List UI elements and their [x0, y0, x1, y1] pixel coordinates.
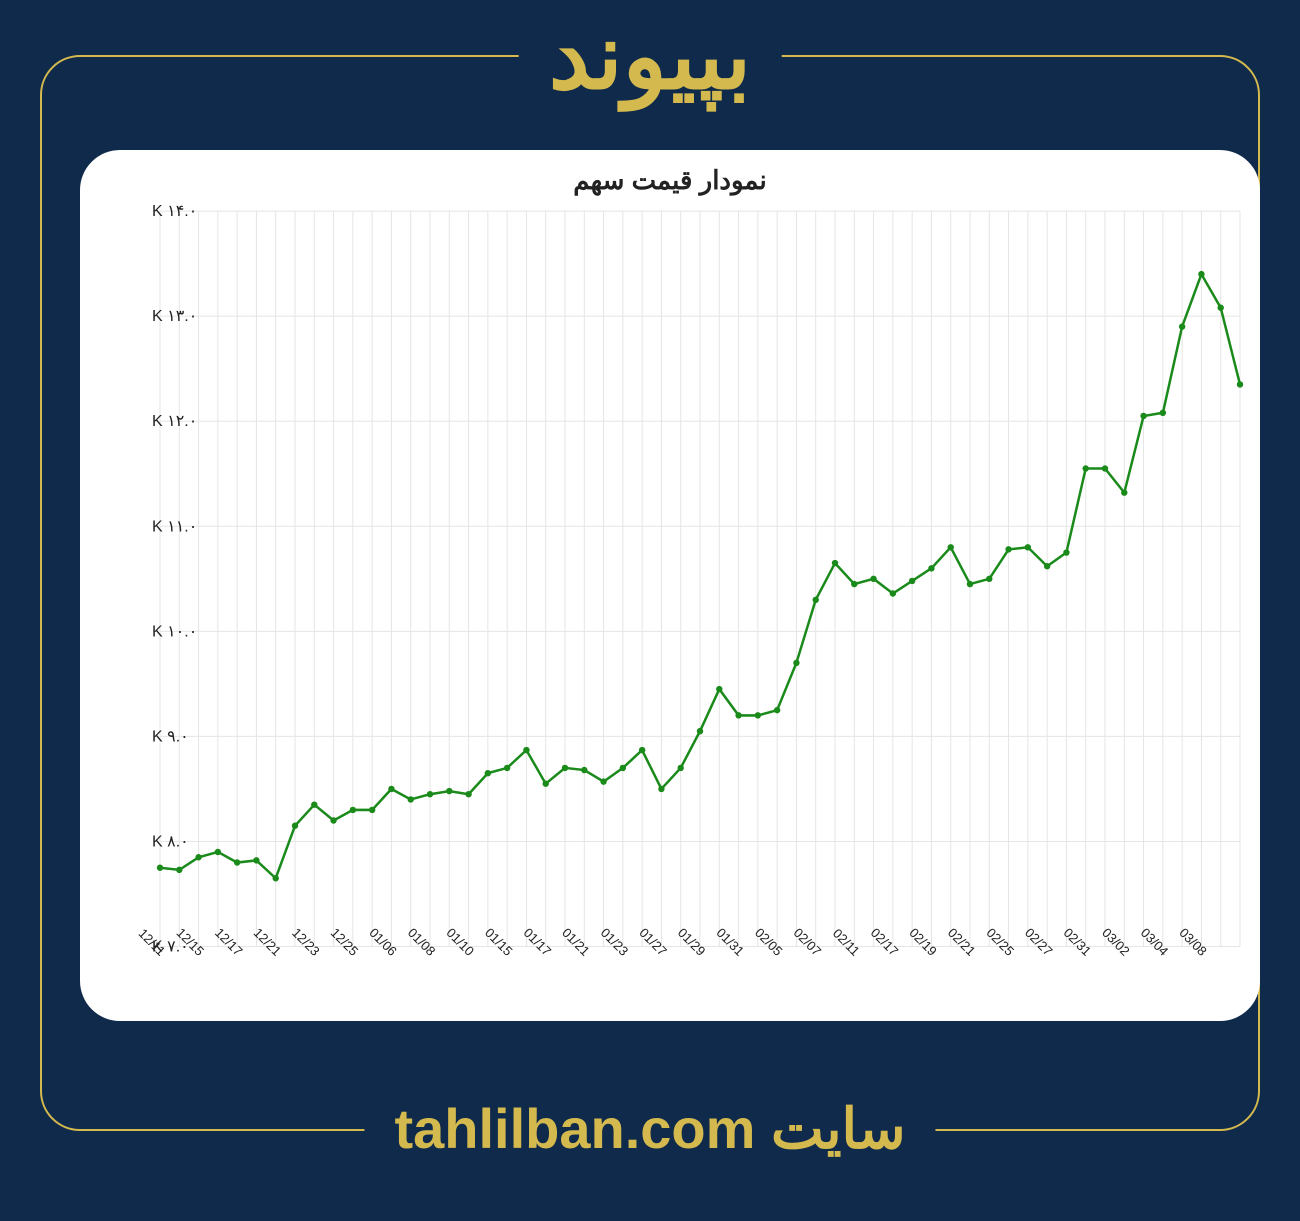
page-title: بپیوند — [519, 11, 782, 103]
svg-text:۱۴.۰ K: ۱۴.۰ K — [152, 202, 197, 220]
svg-text:01/08: 01/08 — [405, 925, 439, 959]
svg-text:03/02: 03/02 — [1099, 925, 1133, 959]
footer-site: سایت tahlilban.com — [364, 1096, 935, 1162]
svg-text:02/31: 02/31 — [1061, 925, 1095, 959]
svg-text:03/08: 03/08 — [1176, 925, 1210, 959]
svg-text:01/21: 01/21 — [559, 925, 593, 959]
svg-text:۱۲.۰ K: ۱۲.۰ K — [152, 412, 197, 430]
svg-text:۹.۰ K: ۹.۰ K — [152, 727, 189, 745]
svg-text:12/17: 12/17 — [212, 925, 246, 959]
svg-text:01/29: 01/29 — [675, 925, 709, 959]
svg-text:۱۰.۰ K: ۱۰.۰ K — [152, 622, 197, 640]
svg-text:02/17: 02/17 — [868, 925, 902, 959]
svg-text:01/23: 01/23 — [598, 925, 632, 959]
chart-title: نمودار قیمت سهم — [90, 165, 1250, 196]
svg-text:01/10: 01/10 — [443, 925, 477, 959]
chart-plot: ۷.۰ K۸.۰ K۹.۰ K۱۰.۰ K۱۱.۰ K۱۲.۰ K۱۳.۰ K۱… — [90, 201, 1250, 1007]
svg-text:12/23: 12/23 — [289, 925, 323, 959]
svg-text:01/17: 01/17 — [521, 925, 555, 959]
svg-text:02/21: 02/21 — [945, 925, 979, 959]
svg-text:12/25: 12/25 — [328, 925, 362, 959]
svg-text:01/15: 01/15 — [482, 925, 516, 959]
svg-text:02/07: 02/07 — [791, 925, 825, 959]
svg-text:۱۳.۰ K: ۱۳.۰ K — [152, 307, 197, 325]
svg-text:01/06: 01/06 — [366, 925, 400, 959]
svg-text:03/04: 03/04 — [1138, 925, 1172, 959]
chart-svg: ۷.۰ K۸.۰ K۹.۰ K۱۰.۰ K۱۱.۰ K۱۲.۰ K۱۳.۰ K۱… — [90, 201, 1250, 1007]
svg-text:02/05: 02/05 — [752, 925, 786, 959]
svg-text:01/31: 01/31 — [713, 925, 747, 959]
svg-text:۱۱.۰ K: ۱۱.۰ K — [152, 517, 197, 535]
svg-text:02/25: 02/25 — [983, 925, 1017, 959]
footer-site-label: سایت — [771, 1097, 906, 1160]
svg-text:02/27: 02/27 — [1022, 925, 1056, 959]
svg-text:01/27: 01/27 — [636, 925, 670, 959]
svg-text:02/19: 02/19 — [906, 925, 940, 959]
svg-text:12/21: 12/21 — [251, 925, 285, 959]
svg-text:۸.۰ K: ۸.۰ K — [152, 832, 189, 850]
chart-card: نمودار قیمت سهم ۷.۰ K۸.۰ K۹.۰ K۱۰.۰ K۱۱.… — [80, 150, 1260, 1021]
footer-site-url: tahlilban.com — [394, 1097, 755, 1160]
